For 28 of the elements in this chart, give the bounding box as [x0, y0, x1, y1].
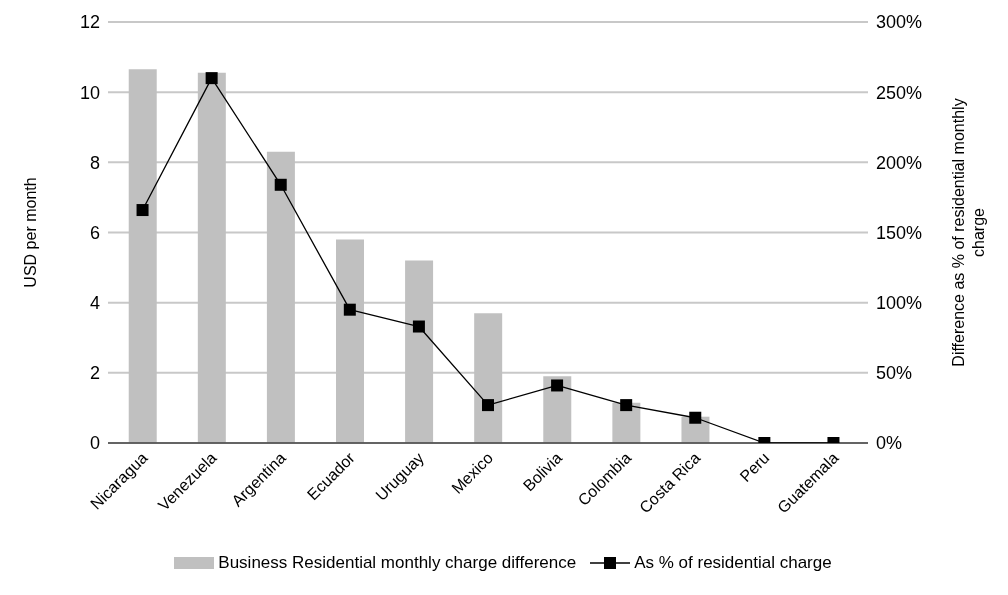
point — [482, 399, 494, 412]
point — [412, 320, 425, 333]
point — [551, 379, 564, 392]
y2-tick-label: 300% — [876, 12, 923, 33]
y2-tick-label: 50% — [876, 363, 913, 384]
bar — [543, 376, 572, 443]
y-tick-label: 6 — [89, 222, 100, 243]
y2-tick-label: 150% — [876, 222, 923, 243]
y2-tick-label: 200% — [876, 152, 923, 173]
point — [136, 204, 149, 217]
point — [343, 303, 356, 316]
point — [274, 178, 287, 191]
y2-axis-title: Difference as % of residential monthly charge — [950, 98, 987, 367]
y-tick-label: 12 — [79, 12, 100, 33]
y-axis-title: USD per month — [21, 177, 39, 288]
legend-label: Business Residential monthly charge difference — [218, 553, 577, 573]
point — [205, 72, 218, 85]
point — [620, 399, 633, 412]
y-tick-label: 0 — [89, 433, 100, 454]
y2-tick-label: 100% — [876, 293, 923, 314]
y2-tick-label: 0% — [876, 433, 903, 454]
legend-label: As % of residential charge — [634, 553, 832, 573]
y-tick-label: 4 — [89, 293, 100, 314]
y2-tick-label: 250% — [876, 82, 923, 103]
y-tick-label: 10 — [79, 82, 100, 103]
y-tick-label: 8 — [89, 152, 100, 173]
y-tick-label: 2 — [89, 363, 100, 384]
point — [689, 411, 702, 424]
